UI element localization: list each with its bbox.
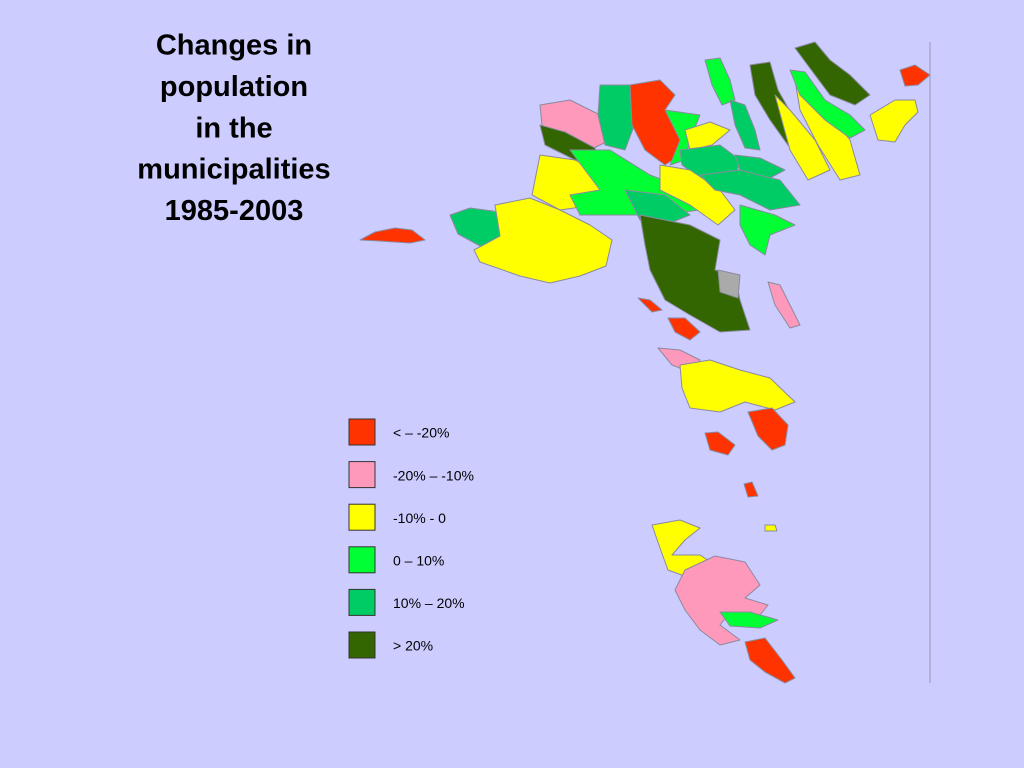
legend-swatch (348, 503, 376, 531)
legend-swatch (348, 461, 376, 489)
island (704, 431, 736, 456)
island (743, 481, 759, 498)
island (744, 637, 796, 684)
island (764, 524, 778, 532)
island (767, 281, 801, 329)
island (679, 359, 796, 413)
title-line: 1985-2003 (165, 195, 304, 227)
island (774, 94, 831, 181)
island (717, 269, 741, 299)
island (704, 57, 736, 106)
island (684, 121, 731, 151)
title-line: population (160, 71, 308, 103)
island (899, 64, 931, 87)
legend-label: 0 – 10% (393, 553, 444, 569)
legend-label: > 20% (393, 638, 433, 654)
legend-swatch (348, 418, 376, 446)
island (869, 99, 919, 143)
map (359, 41, 931, 684)
island (667, 317, 701, 341)
legend-label: -20% – -10% (393, 467, 474, 483)
island (359, 227, 426, 244)
island (719, 611, 779, 629)
island (747, 407, 789, 451)
island (729, 99, 761, 151)
island (789, 69, 866, 139)
legend-swatch (348, 631, 376, 659)
island (734, 154, 786, 179)
legend: < – -20% -20% – -10% -10% - 0 0 – 10% 10% – … (348, 418, 474, 659)
title-line: municipalities (137, 154, 330, 186)
title-line: Changes in (156, 30, 312, 62)
legend-label: < – -20% (393, 425, 449, 441)
island (739, 204, 796, 256)
title-line: in the (195, 112, 272, 144)
legend-swatch (348, 588, 376, 616)
legend-label: -10% - 0 (393, 510, 446, 526)
island (794, 41, 871, 106)
island (639, 214, 751, 333)
legend-swatch (348, 546, 376, 574)
island (637, 297, 663, 313)
legend-label: 10% – 20% (393, 595, 465, 611)
title: Changes in population in the municipalities… (137, 30, 330, 227)
island (659, 164, 736, 226)
